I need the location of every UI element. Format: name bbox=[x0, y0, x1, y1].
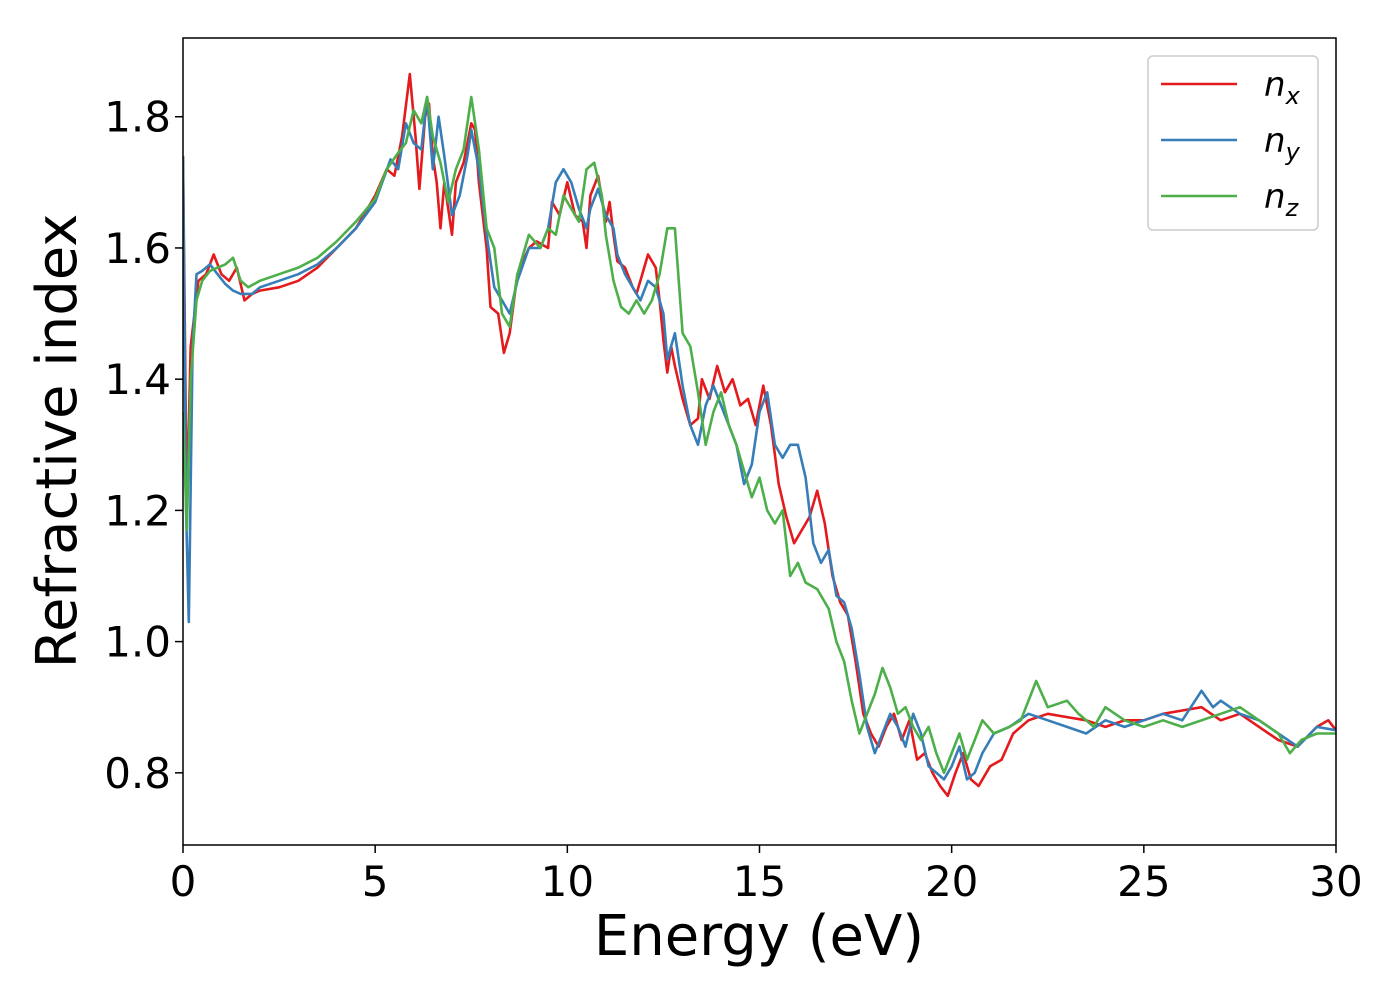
y-tick-label: 1.0 bbox=[104, 618, 171, 667]
x-tick-label: 5 bbox=[362, 857, 389, 906]
series-line-z bbox=[183, 95, 1336, 775]
y-tick-label: 1.8 bbox=[104, 93, 171, 142]
series-line-x bbox=[183, 72, 1336, 798]
x-tick-label: 25 bbox=[1117, 857, 1170, 906]
x-tick-label: 20 bbox=[925, 857, 978, 906]
y-axis-title: Refractive index bbox=[25, 214, 90, 669]
y-axis: 0.8 1.0 1.2 1.4 1.6 1.8 bbox=[104, 93, 183, 798]
y-tick-label: 1.4 bbox=[104, 355, 171, 404]
x-tick-label: 30 bbox=[1309, 857, 1362, 906]
y-tick-label: 1.6 bbox=[104, 224, 171, 273]
x-tick-label: 0 bbox=[170, 857, 197, 906]
plot-area bbox=[183, 38, 1336, 845]
x-axis: 0 5 10 15 20 25 30 bbox=[170, 845, 1363, 906]
x-axis-title: Energy (eV) bbox=[594, 904, 924, 969]
y-tick-label: 0.8 bbox=[104, 749, 171, 798]
x-tick-label: 15 bbox=[733, 857, 786, 906]
x-tick-label: 10 bbox=[541, 857, 594, 906]
series-line-y bbox=[183, 95, 1336, 781]
y-tick-label: 1.2 bbox=[104, 486, 171, 535]
series-layer bbox=[183, 72, 1336, 798]
legend-box bbox=[1147, 55, 1319, 231]
